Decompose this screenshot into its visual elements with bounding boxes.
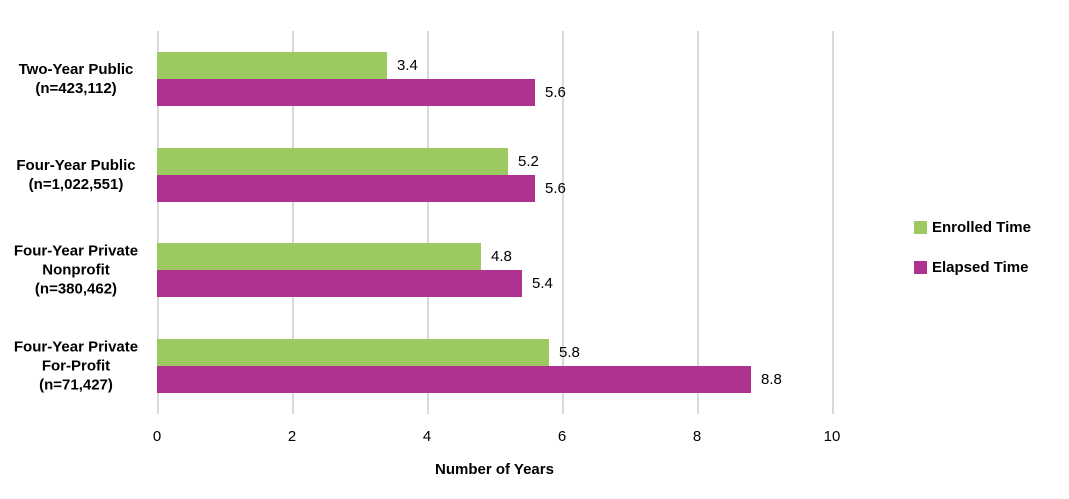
x-tick-label: 2 (287, 428, 297, 445)
category-label: Four-Year Public (n=1,022,551) (16, 157, 136, 193)
legend-label-elapsed-time: Elapsed Time (932, 258, 1029, 276)
gridline (832, 31, 834, 414)
bar-enrolled-time (157, 243, 481, 270)
x-tick-label: 0 (152, 428, 162, 445)
data-label: 5.6 (545, 180, 566, 197)
x-axis-title: Number of Years (435, 461, 554, 478)
category-label: Two-Year Public (n=423,112) (18, 61, 134, 97)
x-tick-label: 4 (422, 428, 432, 445)
gridline (292, 31, 294, 414)
bar-enrolled-time (157, 52, 387, 79)
bar-elapsed-time (157, 79, 535, 106)
x-tick-label: 10 (823, 428, 841, 445)
bar-enrolled-time (157, 148, 508, 175)
category-label: Four-Year Private Nonprofit (n=380,462) (13, 242, 139, 298)
data-label: 5.6 (545, 84, 566, 101)
data-label: 4.8 (491, 248, 512, 265)
x-tick-label: 8 (692, 428, 702, 445)
category-label: Four-Year Private For-Profit (n=71,427) (13, 338, 139, 394)
bar-elapsed-time (157, 175, 535, 202)
gridline (562, 31, 564, 414)
gridline (427, 31, 429, 414)
data-label: 5.8 (559, 344, 580, 361)
legend-label-enrolled-time: Enrolled Time (932, 218, 1031, 236)
enrolled-time-swatch-icon (914, 220, 927, 234)
bar-elapsed-time (157, 366, 751, 393)
legend-item-enrolled-time: Enrolled Time (914, 213, 1031, 241)
gridline (157, 31, 159, 414)
data-label: 8.8 (761, 371, 782, 388)
gridline (697, 31, 699, 414)
data-label: 3.4 (397, 57, 418, 74)
data-label: 5.4 (532, 275, 553, 292)
bar-enrolled-time (157, 339, 549, 366)
plot-area: 3.4 5.2 4.8 5.8 5.6 5.6 5.4 8.8 (157, 31, 834, 414)
legend-item-elapsed-time: Elapsed Time (914, 253, 1031, 281)
legend: Enrolled Time Elapsed Time (914, 213, 1031, 293)
x-tick-label: 6 (557, 428, 567, 445)
data-label: 5.2 (518, 153, 539, 170)
elapsed-time-swatch-icon (914, 260, 927, 274)
bar-elapsed-time (157, 270, 522, 297)
